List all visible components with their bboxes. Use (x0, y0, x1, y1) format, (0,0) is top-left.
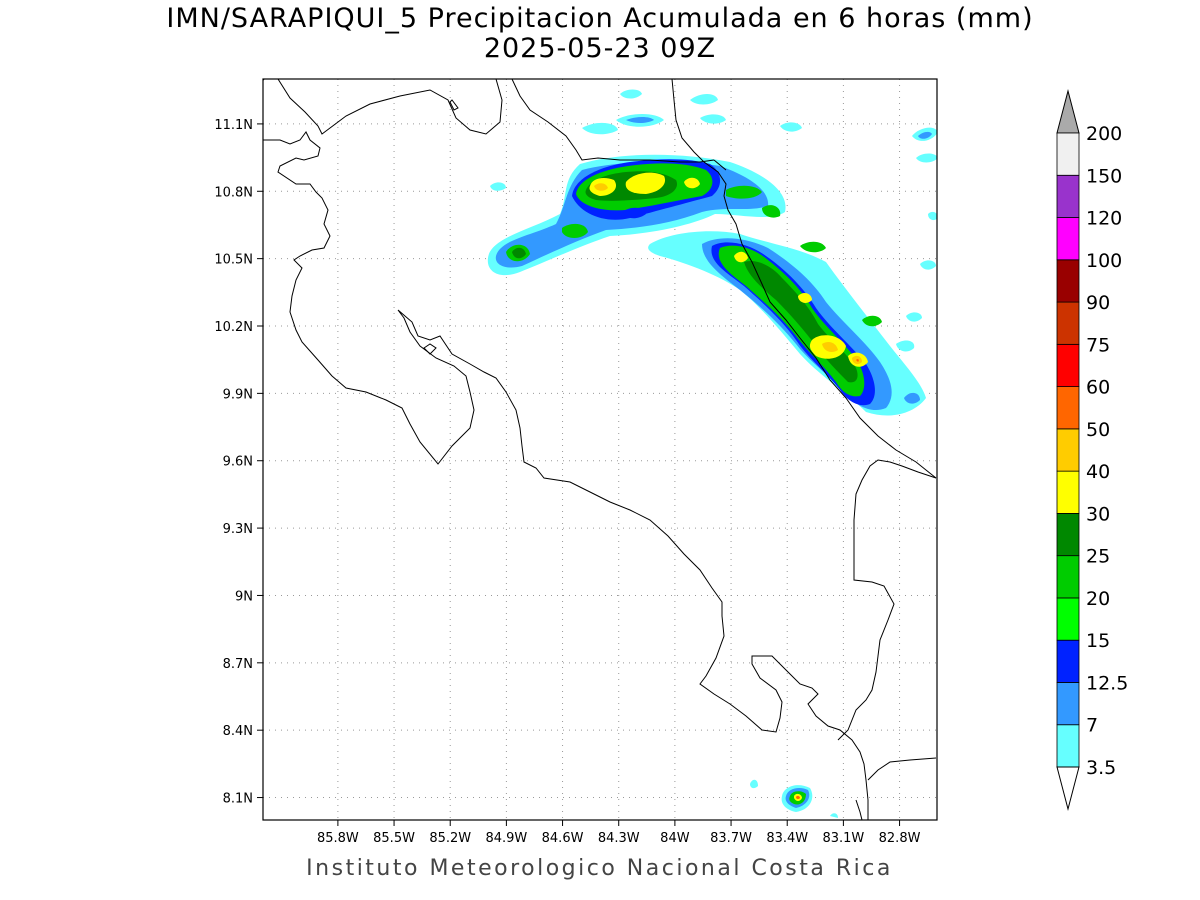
colorbar-label: 15 (1086, 630, 1110, 652)
lat-tick-label: 9.3N (223, 522, 253, 537)
colorbar-over-triangle (1056, 89, 1080, 134)
colorbar-box (1056, 513, 1080, 557)
lat-tick-label: 9.6N (223, 455, 253, 470)
colorbar-box (1056, 428, 1080, 472)
colorbar-label: 200 (1086, 123, 1122, 145)
longitude-labels: 85.8W 85.5W 85.2W 84.9W 84.6W 84.3W 84W 83.7W 83… (317, 820, 921, 846)
lat-tick-label: 10.8N (214, 185, 253, 200)
colorbar-box (1056, 597, 1080, 641)
colorbar-label: 100 (1086, 250, 1122, 272)
lon-tick-label: 83.7W (710, 831, 752, 846)
colorbar-label: 120 (1086, 208, 1122, 230)
colorbar-box (1056, 217, 1080, 261)
colorbar-label: 40 (1086, 461, 1110, 483)
colorbar-box (1056, 301, 1080, 345)
colorbar-label: 60 (1086, 377, 1110, 399)
lat-tick-label: 8.1N (223, 792, 253, 807)
colorbar-label: 7 (1086, 715, 1098, 737)
lon-tick-label: 85.8W (317, 831, 359, 846)
lat-tick-label: 10.2N (214, 320, 253, 335)
lat-tick-label: 11.1N (214, 118, 253, 133)
lat-tick-label: 9N (235, 589, 253, 604)
lon-tick-label: 83.1W (822, 831, 864, 846)
colorbar-label: 50 (1086, 419, 1110, 441)
lon-tick-label: 85.5W (373, 831, 415, 846)
lon-tick-label: 85.2W (429, 831, 471, 846)
lon-tick-label: 83.4W (766, 831, 808, 846)
map-date: 2025-05-23 09Z (483, 33, 717, 64)
lon-tick-label: 82.8W (879, 831, 921, 846)
colorbar-box (1056, 639, 1080, 683)
colorbar-label: 75 (1086, 334, 1110, 356)
precip-cell-south (750, 779, 838, 818)
colorbar-label: 25 (1086, 546, 1110, 568)
precip-band-coast (648, 231, 926, 416)
lat-tick-label: 8.7N (223, 657, 253, 672)
lat-tick-label: 9.9N (223, 387, 253, 402)
precip-band-north (487, 154, 786, 276)
colorbar-box (1056, 343, 1080, 388)
coastlines (263, 79, 937, 820)
colorbar-label: 90 (1086, 292, 1110, 314)
colorbar-box (1056, 555, 1080, 599)
colorbar-box (1056, 470, 1080, 514)
lat-tick-label: 8.4N (223, 724, 253, 739)
colorbar-label: 150 (1086, 165, 1122, 187)
precip-field (487, 89, 937, 818)
colorbar-box (1056, 724, 1080, 768)
lon-tick-label: 84.6W (542, 831, 584, 846)
colorbar-box (1056, 386, 1080, 430)
colorbar-box (1056, 682, 1080, 726)
colorbar-label: 30 (1086, 503, 1110, 525)
colorbar-label: 12.5 (1086, 672, 1128, 694)
lon-tick-label: 84.3W (598, 831, 640, 846)
colorbar: 3.5 7 12.5 15 20 25 30 40 50 60 75 90 100 120 150 200 (1056, 89, 1128, 811)
colorbar-label: 20 (1086, 588, 1110, 610)
colorbar-label: 3.5 (1086, 757, 1116, 779)
colorbar-under-triangle (1056, 766, 1080, 811)
latitude-labels: 11.1N 10.8N 10.5N 10.2N 9.9N 9.6N 9.3N 9N 8.7N 8.… (214, 118, 263, 807)
map-title: IMN/SARAPIQUI_5 Precipitacion Acumulada … (166, 3, 1034, 34)
plot-frame (262, 78, 938, 821)
colorbar-box (1056, 174, 1080, 218)
lon-tick-label: 84.9W (485, 831, 527, 846)
precip-scatter-ne (490, 89, 937, 352)
lat-tick-label: 10.5N (214, 253, 253, 268)
footer-credit: Instituto Meteorologico Nacional Costa R… (306, 856, 893, 881)
lon-tick-label: 84W (660, 831, 690, 846)
colorbar-box (1056, 259, 1080, 303)
colorbar-box (1056, 132, 1080, 176)
